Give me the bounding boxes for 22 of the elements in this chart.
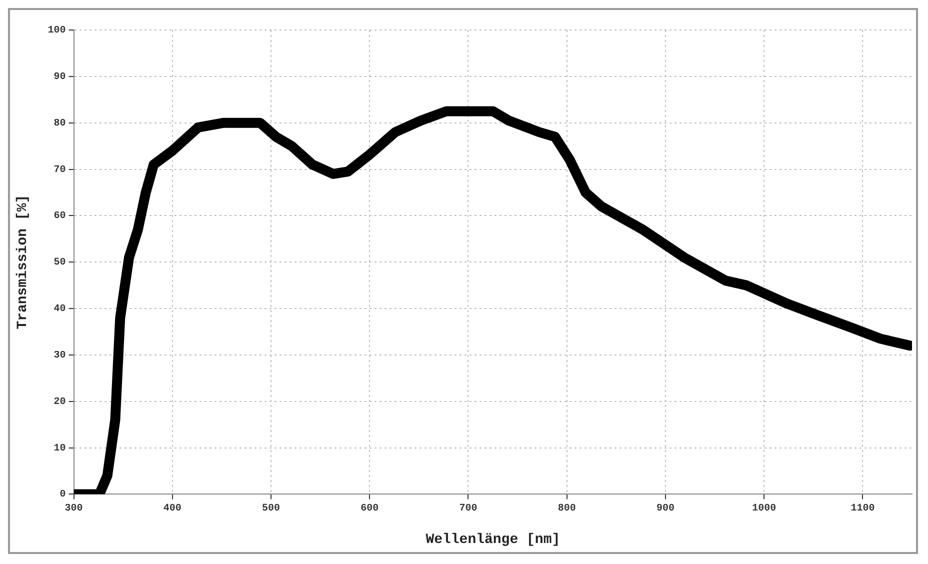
x-tick-label: 1000	[752, 504, 776, 515]
x-tick-label: 600	[360, 504, 379, 515]
y-tick-label: 100	[48, 26, 66, 37]
x-tick-label: 800	[558, 504, 576, 515]
y-axis-title: Transmission [%]	[14, 194, 31, 330]
x-axis-title: Wellenlänge [nm]	[426, 532, 560, 548]
x-tick-label: 400	[163, 504, 182, 515]
y-tick-label: 70	[54, 164, 66, 176]
x-tick-label: 900	[656, 504, 674, 515]
y-tick-label: 60	[54, 211, 66, 222]
y-tick-label: 90	[54, 72, 66, 83]
x-tick-label: 300	[64, 504, 83, 515]
y-tick-label: 0	[60, 490, 66, 501]
y-tick-label: 20	[54, 396, 66, 408]
y-tick-label: 10	[54, 443, 66, 454]
x-tick-label: 500	[262, 504, 280, 515]
y-tick-label: 80	[54, 118, 66, 130]
x-tick-label: 1100	[850, 504, 875, 515]
y-tick-label: 50	[54, 258, 66, 269]
y-tick-label: 40	[54, 304, 66, 316]
x-tick-label: 700	[459, 504, 478, 515]
y-tick-label: 30	[54, 350, 66, 362]
